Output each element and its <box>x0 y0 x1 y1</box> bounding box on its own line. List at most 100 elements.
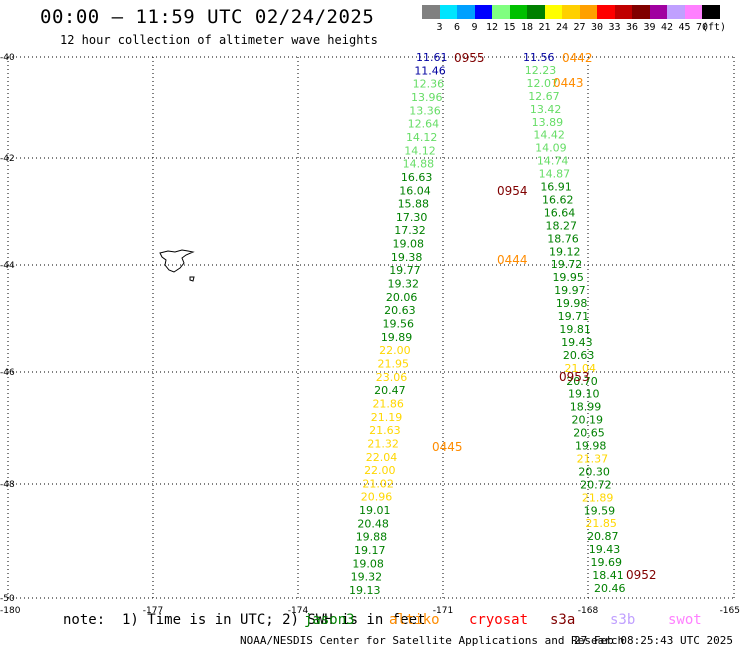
wave-height-reading: 12.23 <box>525 64 557 77</box>
wave-height-reading: 14.12 <box>404 144 436 157</box>
latitude-label: -50 <box>0 594 15 604</box>
scale-label: 24 <box>555 22 569 33</box>
wave-height-reading: 21.85 <box>585 517 617 530</box>
wave-height-reading: 20.48 <box>357 517 389 530</box>
scale-swatch <box>579 5 597 19</box>
wave-height-reading: 14.88 <box>403 158 435 171</box>
wave-height-reading: 11.46 <box>414 64 446 77</box>
scale-swatch <box>597 5 615 19</box>
wave-height-reading: 13.96 <box>411 91 443 104</box>
wave-height-reading: 16.91 <box>540 181 572 194</box>
wave-height-reading: 19.98 <box>556 297 588 310</box>
wave-height-reading: 20.70 <box>566 375 598 388</box>
scale-label: 36 <box>625 22 639 33</box>
scale-label: 45 <box>678 22 691 33</box>
scale-label: 30 <box>590 22 604 33</box>
wave-height-reading: 15.88 <box>398 198 430 211</box>
longitude-label: -174 <box>288 606 309 616</box>
wave-height-reading: 14.42 <box>533 129 565 142</box>
wave-height-reading: 19.01 <box>359 504 391 517</box>
wave-height-reading: 19.32 <box>351 571 383 584</box>
wave-height-reading: 16.63 <box>401 171 433 184</box>
wave-height-reading: 19.89 <box>381 331 413 344</box>
wave-height-reading: 16.64 <box>544 206 576 219</box>
wave-height-reading: 20.65 <box>573 427 605 440</box>
legend-item: jason3 <box>304 612 355 628</box>
pass-time-label: 0442 <box>562 51 593 65</box>
longitude-label: -171 <box>433 606 453 616</box>
latitude-label: -46 <box>0 368 15 378</box>
wave-height-reading: 19.81 <box>559 323 591 336</box>
track-left: 11.6111.4612.3613.9613.3612.6414.1214.12… <box>349 51 528 597</box>
wave-height-reading: 21.89 <box>582 491 614 504</box>
wave-height-reading: 22.04 <box>366 451 398 464</box>
scale-label: 15 <box>503 22 516 33</box>
scale-swatch <box>614 5 632 19</box>
legend-item: s3a <box>550 612 576 628</box>
wave-height-reading: 18.41 <box>592 569 624 582</box>
wave-height-reading: 20.19 <box>571 414 603 427</box>
scale-label: 6 <box>453 22 461 33</box>
legend-item: s3b <box>610 612 636 628</box>
scale-swatch <box>527 5 545 19</box>
wave-height-reading: 20.63 <box>563 349 595 362</box>
wave-height-reading: 14.12 <box>406 131 438 144</box>
scale-swatch <box>544 5 562 19</box>
scale-label: 70 <box>695 22 709 33</box>
wave-height-reading: 19.59 <box>584 504 616 517</box>
wave-height-reading: 20.87 <box>587 530 619 543</box>
wave-height-reading: 19.32 <box>388 278 420 291</box>
lat-lon-grid <box>7 56 735 599</box>
generation-timestamp: 27 Feb 08:25:43 UTC 2025 <box>574 634 733 647</box>
pass-time-label: 0443 <box>553 76 584 90</box>
wave-height-reading: 21.86 <box>372 397 404 410</box>
scale-label: 39 <box>643 22 656 33</box>
wave-height-reading: 14.74 <box>537 155 569 168</box>
wave-height-reading: 16.62 <box>542 193 574 206</box>
wave-height-reading: 19.71 <box>558 310 590 323</box>
wave-height-reading: 20.72 <box>580 478 612 491</box>
wave-height-reading: 19.69 <box>591 556 623 569</box>
wave-height-reading: 19.97 <box>554 284 586 297</box>
longitude-label: -165 <box>720 606 740 616</box>
wave-height-reading: 20.63 <box>384 304 416 317</box>
wave-height-reading: 19.38 <box>391 251 423 264</box>
pass-time-label: 0444 <box>497 253 528 267</box>
wave-height-reading: 11.56 <box>523 51 555 64</box>
legend-item: altiko <box>389 612 440 628</box>
wave-height-reading: 19.56 <box>383 318 415 331</box>
scale-swatch <box>562 5 580 19</box>
longitude-label: -180 <box>0 606 21 616</box>
wave-height-reading: 12.67 <box>528 90 560 103</box>
wave-height-reading: 12.07 <box>526 77 558 90</box>
map-title: 00:00 – 11:59 UTC 02/24/2025 <box>40 6 375 28</box>
wave-height-reading: 13.36 <box>409 104 441 117</box>
wave-height-reading: 21.37 <box>577 452 609 465</box>
wave-height-reading: 21.95 <box>377 357 409 370</box>
wave-height-reading: 11.61 <box>416 51 448 64</box>
wave-height-reading: 14.09 <box>535 142 567 155</box>
wave-height-reading: 18.99 <box>570 401 602 414</box>
credit-text: NOAA/NESDIS Center for Satellite Applica… <box>240 634 625 647</box>
scale-label: 42 <box>660 22 674 33</box>
pass-time-label: 0445 <box>432 440 463 454</box>
scale-label: 12 <box>485 22 499 33</box>
footer-note: note: 1) Time is in UTC; 2) SWH is in fe… <box>63 612 426 628</box>
pass-time-label: 0952 <box>626 568 657 582</box>
wave-height-reading: 19.43 <box>589 543 621 556</box>
longitude-label: -168 <box>578 606 599 616</box>
wave-height-reading: 19.08 <box>352 557 384 570</box>
latitude-label: -48 <box>0 480 15 490</box>
wave-height-reading: 21.02 <box>362 477 394 490</box>
scale-swatch <box>457 5 475 19</box>
wave-height-reading: 19.95 <box>552 271 584 284</box>
wave-height-reading: 19.13 <box>349 584 381 597</box>
wave-height-reading: 19.77 <box>389 264 421 277</box>
scale-swatch <box>509 5 527 19</box>
scale-swatch <box>667 5 685 19</box>
wave-height-reading: 19.08 <box>393 238 425 251</box>
scale-swatch <box>702 5 720 19</box>
wave-height-reading: 21.04 <box>565 362 597 375</box>
wave-height-reading: 20.96 <box>361 491 393 504</box>
